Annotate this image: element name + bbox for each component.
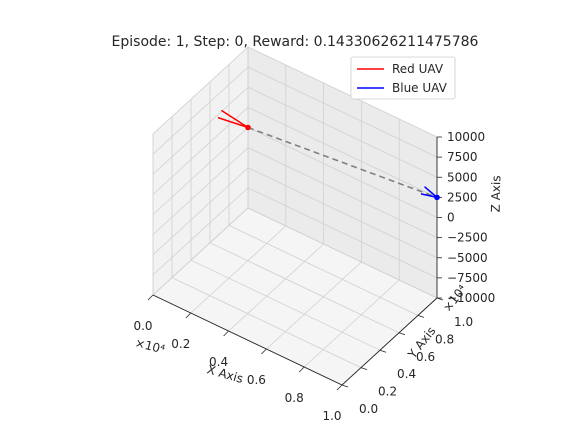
x-tick-mark [186, 313, 191, 318]
red-uav-position-marker [245, 125, 251, 131]
z-tick-label: −2500 [447, 231, 488, 245]
y-tick-mark [342, 385, 348, 387]
legend: Red UAV Blue UAV [351, 57, 455, 99]
z-tick-label: 2500 [447, 190, 478, 204]
chart-title: Episode: 1, Step: 0, Reward: 0.143306262… [112, 34, 479, 50]
y-tick-label: 0.8 [435, 332, 454, 346]
x-tick-mark [224, 331, 229, 336]
y-tick-mark [418, 315, 424, 317]
z-tick-label: 7500 [447, 150, 478, 164]
x-tick-label: 0.8 [285, 391, 304, 405]
y-tick-mark [399, 333, 405, 335]
y-tick-label: 0.0 [359, 402, 378, 416]
z-axis-label: Z Axis [489, 175, 504, 212]
y-tick-label: 0.2 [378, 385, 397, 399]
x-tick-mark [299, 367, 304, 372]
x-tick-mark [148, 295, 153, 300]
legend-label-red-uav: Red UAV [392, 62, 444, 76]
x-tick-label: 1.0 [322, 409, 341, 423]
x-tick-label: 0.2 [171, 337, 190, 351]
blue-uav-position-marker [434, 195, 440, 201]
z-tick-label: 5000 [447, 170, 478, 184]
x-tick-label: 0.6 [247, 373, 266, 387]
z-tick-label: 10000 [447, 130, 485, 144]
z-tick-label: 0 [447, 211, 455, 225]
y-tick-mark [380, 350, 386, 352]
legend-label-blue-uav: Blue UAV [392, 81, 448, 95]
z-tick-label: −5000 [447, 251, 488, 265]
y-tick-label: 0.4 [397, 367, 416, 381]
x-axis-label: X Axis [205, 362, 244, 386]
x-axis-multiplier: ×10⁴ [134, 336, 167, 357]
x-tick-label: 0.0 [133, 319, 152, 333]
z-tick-label: −7500 [447, 271, 488, 285]
y-tick-label: 1.0 [454, 315, 473, 329]
y-tick-mark [361, 368, 367, 370]
x-tick-mark [261, 349, 266, 354]
x-tick-mark [337, 385, 342, 390]
